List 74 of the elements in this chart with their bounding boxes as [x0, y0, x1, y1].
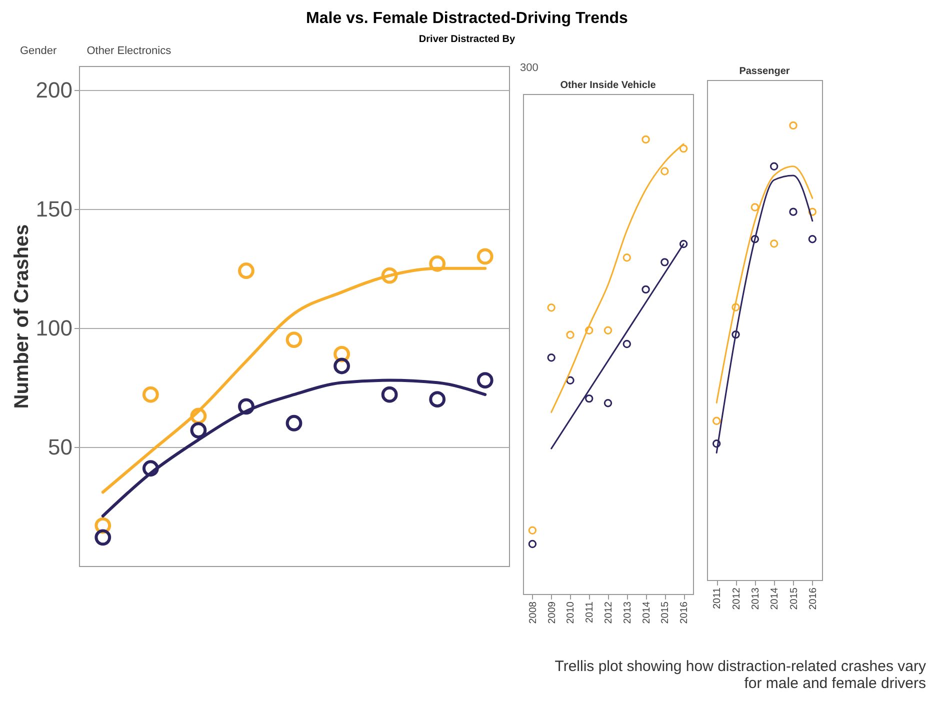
point	[642, 285, 650, 294]
text: 300	[519, 61, 540, 75]
text: Other Electronics	[86, 45, 172, 57]
text: Trellis plot showing how distraction-related crashes vary for male and female drivers	[554, 658, 926, 692]
y-tick-label: 50	[48, 434, 72, 460]
x-tick-label: 2014	[641, 601, 652, 624]
point	[789, 121, 798, 130]
chart-title: Passenger	[739, 66, 790, 77]
point	[238, 262, 254, 279]
point	[190, 422, 207, 438]
x-tick-label: 2012	[731, 587, 742, 610]
point	[750, 203, 760, 212]
point	[642, 135, 650, 144]
point	[732, 303, 740, 312]
chart-title: Male vs. Female Distracted-Driving Trends	[305, 10, 629, 28]
point	[429, 255, 446, 272]
y-tick-label: 150	[36, 196, 72, 222]
line-series	[101, 378, 487, 518]
x-tick-label: 2016	[808, 587, 819, 610]
x-tick-label: 2012	[604, 601, 614, 624]
point	[286, 414, 302, 432]
point	[286, 332, 302, 348]
x-tick-label: 2010	[566, 601, 577, 624]
point	[660, 167, 669, 176]
x-tick-label: 2011	[584, 601, 596, 624]
chart-subtitle: Driver Distracted By	[418, 34, 516, 45]
x-tick-label: 2015	[660, 601, 672, 624]
point	[585, 394, 594, 403]
x-tick-label: 2016	[679, 601, 690, 624]
x-tick-label: 2013	[750, 587, 762, 610]
point	[476, 248, 494, 265]
x-tick-label: 2013	[622, 601, 634, 624]
point	[334, 358, 350, 374]
point	[770, 162, 778, 170]
point	[528, 526, 537, 534]
point	[622, 340, 631, 348]
point	[789, 208, 798, 216]
point	[429, 391, 446, 408]
point	[566, 330, 574, 340]
point	[547, 354, 556, 362]
point	[528, 540, 537, 548]
point	[712, 440, 721, 448]
x-tick-label: 2011	[712, 587, 724, 610]
point	[750, 234, 760, 244]
y-axis-title: Number of Crashes	[10, 224, 33, 409]
y-tick-label: 100	[36, 315, 72, 340]
chart-title: Other Inside Vehicle	[560, 80, 656, 91]
x-tick-label: 2009	[546, 601, 558, 624]
point	[732, 330, 740, 339]
point	[622, 254, 631, 262]
y-tick-label: 200	[36, 77, 72, 102]
point	[770, 240, 778, 248]
point	[190, 408, 207, 424]
point	[94, 529, 112, 546]
point	[808, 208, 817, 216]
point	[547, 304, 556, 312]
point	[238, 398, 254, 415]
point	[604, 398, 612, 408]
x-tick-label: 2014	[770, 587, 781, 610]
point	[679, 144, 688, 153]
point	[660, 258, 669, 266]
x-tick-label: 2008	[528, 601, 539, 624]
point	[566, 376, 574, 384]
point	[381, 386, 398, 403]
point	[142, 460, 159, 477]
point	[476, 372, 494, 388]
x-tick-label: 2015	[788, 587, 800, 610]
point	[381, 267, 398, 284]
point	[712, 416, 721, 426]
point	[808, 234, 817, 244]
point	[585, 326, 594, 334]
point	[142, 386, 159, 403]
text: Gender	[20, 45, 57, 57]
point	[604, 326, 612, 334]
